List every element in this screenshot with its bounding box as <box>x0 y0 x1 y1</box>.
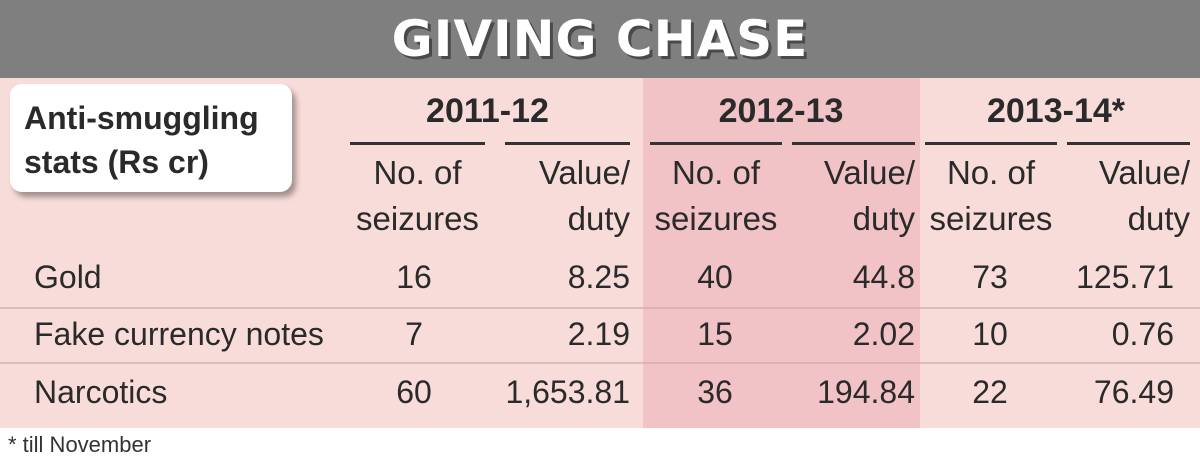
subheader-line: Value/ <box>823 154 915 191</box>
row-divider <box>0 362 1200 364</box>
cell-fake-2011-value: 2.19 <box>567 316 630 352</box>
row-divider <box>0 307 1200 309</box>
subheader-line: Value/ <box>1098 154 1190 191</box>
footnote: * till November <box>8 432 152 457</box>
cell-fake-2012-seizures: 15 <box>697 316 733 352</box>
rule <box>792 142 915 145</box>
subheader-line: Value/ <box>538 154 630 191</box>
cell-gold-2013-value: 125.71 <box>1076 259 1174 295</box>
row-label-gold: Gold <box>34 259 102 295</box>
subheader-line: No. of <box>671 154 761 191</box>
year-header-2011-12: 2011-12 <box>426 92 549 130</box>
cell-gold-2011-seizures: 16 <box>396 259 432 295</box>
chart-title: GIVING CHASE <box>391 10 809 68</box>
cell-narcotics-2013-seizures: 22 <box>972 374 1008 410</box>
cell-gold-2013-seizures: 73 <box>972 259 1008 295</box>
rule <box>350 142 485 145</box>
cell-fake-2013-seizures: 10 <box>972 316 1008 352</box>
rule <box>1067 142 1190 145</box>
subheader-line: duty <box>852 200 915 237</box>
cell-gold-2012-value: 44.8 <box>852 259 915 295</box>
cell-narcotics-2011-seizures: 60 <box>396 374 432 410</box>
cell-narcotics-2011-value: 1,653.81 <box>505 374 630 410</box>
subheader-line: No. of <box>373 154 462 191</box>
subheader-line: seizures <box>356 200 479 237</box>
subheader-line: No. of <box>946 154 1036 191</box>
rule <box>925 142 1057 145</box>
year-header-2012-13: 2012-13 <box>718 92 844 130</box>
cell-fake-2011-seizures: 7 <box>405 316 423 352</box>
cell-gold-2011-value: 8.25 <box>567 259 630 295</box>
subheader-line: seizures <box>929 200 1053 237</box>
subheader-line: seizures <box>654 200 778 237</box>
rule <box>650 142 782 145</box>
cell-narcotics-2012-seizures: 36 <box>697 374 733 410</box>
subheader-value: Value/ duty <box>1062 150 1190 250</box>
subheader-line: duty <box>567 200 630 237</box>
cell-narcotics-2013-value: 76.49 <box>1093 374 1174 410</box>
rule <box>505 142 630 145</box>
subheader-seizures: No. of seizures <box>350 150 485 250</box>
year-header-2013-14: 2013-14* <box>986 92 1125 130</box>
highlighted-year-column <box>643 78 920 428</box>
subheader-value: Value/ duty <box>788 150 915 250</box>
subheader-line: duty <box>1127 200 1190 237</box>
row-header-line1: Anti-smuggling <box>24 100 259 136</box>
row-header: Anti-smuggling stats (Rs cr) <box>24 96 286 184</box>
row-header-line2: stats (Rs cr) <box>24 144 209 180</box>
row-label-fake-currency: Fake currency notes <box>34 316 324 352</box>
cell-fake-2012-value: 2.02 <box>852 316 915 352</box>
row-header-box <box>10 84 292 192</box>
row-label-narcotics: Narcotics <box>34 374 168 410</box>
title-banner: GIVING CHASE <box>0 0 1200 78</box>
subheader-seizures: No. of seizures <box>650 150 782 250</box>
cell-fake-2013-value: 0.76 <box>1111 316 1174 352</box>
subheader-seizures: No. of seizures <box>922 150 1060 250</box>
subheader-value: Value/ duty <box>500 150 630 250</box>
cell-gold-2012-seizures: 40 <box>697 259 733 295</box>
cell-narcotics-2012-value: 194.84 <box>817 374 915 410</box>
